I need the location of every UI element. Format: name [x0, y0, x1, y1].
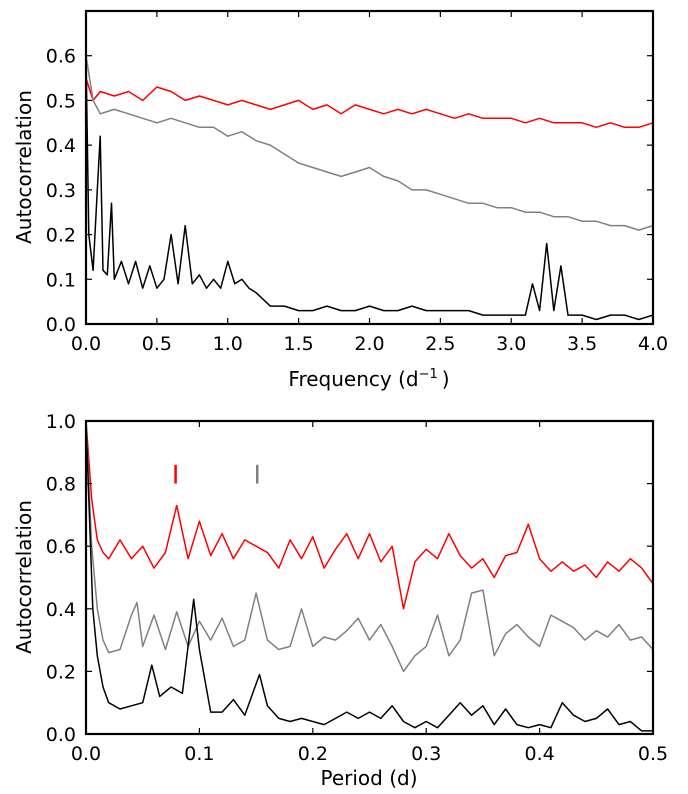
bottom-chart-ytick-label-2: 0.4	[46, 599, 76, 621]
bottom-chart-series	[86, 421, 653, 732]
bottom-chart-markers	[174, 464, 259, 484]
top-chart-ylabel: Autocorrelation	[12, 90, 36, 244]
top-chart-xlabel-superscript: −1	[419, 367, 438, 382]
top-chart-xtick-label-6: 3.0	[496, 333, 526, 355]
bottom-chart-frame	[84, 419, 655, 736]
top-chart-xtick-label-3: 1.5	[284, 333, 314, 355]
top-chart-ytick-label-0: 0.0	[46, 314, 76, 336]
bottom-chart-ytick-label-3: 0.6	[46, 536, 76, 558]
bottom-chart-xtick-label-1: 0.1	[184, 743, 214, 765]
top-chart-series-2-line	[86, 55, 653, 321]
top-chart-ytick-label-1: 0.1	[46, 269, 76, 291]
bottom-chart-ytick-label-1: 0.2	[46, 661, 76, 683]
bottom-chart-xtick-label-5: 0.5	[638, 743, 668, 765]
bottom-chart-xtick-label-4: 0.4	[524, 743, 554, 765]
bottom-chart-ytick-label-0: 0.0	[46, 724, 76, 746]
top-chart-xtick-label-7: 3.5	[567, 333, 597, 355]
top-chart-xlabel-suffix: )	[442, 367, 450, 391]
top-chart-xtick-label-1: 0.5	[142, 333, 172, 355]
bottom-chart-xtick-label-0: 0.0	[71, 743, 101, 765]
bottom-chart-series-0-line	[86, 421, 653, 610]
top-chart-xtick-label-8: 4.0	[638, 333, 668, 355]
bottom-chart: 0.0 0.1 0.2 0.3 0.4 0.5 0.0 0.2 0.4 0.6 0.8 1.0 Aut…	[12, 411, 668, 790]
bottom-chart-series-1-line	[86, 421, 653, 673]
bottom-chart-ticks: 0.0 0.1 0.2 0.3 0.4 0.5 0.0 0.2 0.4 0.6 0.8 1.0	[46, 411, 668, 765]
top-chart: 0.0 0.5 1.0 1.5 2.0 2.5 3.0 3.5 4.0 0.0 0.1 0.2 0.3 0…	[12, 9, 668, 391]
top-chart-xtick-label-5: 2.5	[425, 333, 455, 355]
top-chart-frame	[84, 9, 655, 326]
top-chart-ytick-label-3: 0.3	[46, 180, 76, 202]
top-chart-ticks: 0.0 0.5 1.0 1.5 2.0 2.5 3.0 3.5 4.0 0.0 0.1 0.2 0.3 0…	[46, 11, 668, 355]
top-chart-ytick-label-6: 0.6	[46, 46, 76, 68]
top-chart-xlabel-main: Frequency (d	[288, 367, 418, 391]
top-chart-series-1-line	[86, 55, 653, 231]
top-chart-ytick-label-4: 0.4	[46, 135, 76, 157]
top-chart-xlabel: Frequency (d−1)	[288, 367, 449, 391]
bottom-chart-series-2-line	[86, 421, 653, 732]
top-chart-xtick-label-0: 0.0	[71, 333, 101, 355]
bottom-chart-xtick-label-2: 0.2	[298, 743, 328, 765]
top-chart-ytick-label-2: 0.2	[46, 225, 76, 247]
bottom-chart-xlabel: Period (d)	[320, 766, 417, 790]
bottom-chart-ylabel: Autocorrelation	[12, 500, 36, 654]
top-chart-series-0-line	[86, 77, 653, 129]
top-chart-xtick-label-2: 1.0	[213, 333, 243, 355]
bottom-chart-ytick-label-5: 1.0	[46, 411, 76, 433]
bottom-chart-ytick-label-4: 0.8	[46, 474, 76, 496]
top-chart-ytick-label-5: 0.5	[46, 90, 76, 112]
top-chart-series	[86, 55, 653, 321]
top-chart-xtick-label-4: 2.0	[354, 333, 384, 355]
bottom-chart-xtick-label-3: 0.3	[411, 743, 441, 765]
